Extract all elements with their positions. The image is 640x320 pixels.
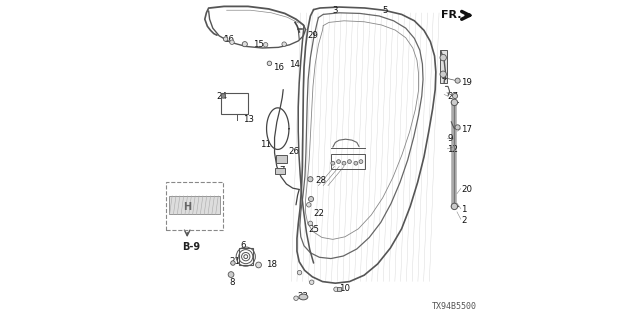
Circle shape — [455, 78, 460, 83]
Text: 17: 17 — [461, 125, 472, 134]
Text: 12: 12 — [447, 145, 458, 154]
Circle shape — [307, 203, 311, 207]
Circle shape — [231, 261, 236, 265]
Text: 6: 6 — [241, 241, 246, 250]
Bar — [337, 287, 341, 291]
Text: H: H — [183, 202, 191, 212]
Text: 24: 24 — [216, 92, 227, 101]
Circle shape — [310, 280, 314, 284]
Text: 26: 26 — [289, 147, 300, 156]
Circle shape — [451, 203, 458, 210]
Text: 8: 8 — [230, 278, 236, 287]
Text: B-9: B-9 — [182, 242, 200, 252]
Bar — [440, 50, 447, 83]
Circle shape — [256, 262, 262, 268]
Text: 4: 4 — [442, 73, 447, 82]
Text: 10: 10 — [339, 284, 349, 293]
Circle shape — [294, 296, 298, 300]
Text: 25: 25 — [309, 225, 320, 234]
Circle shape — [452, 93, 458, 99]
Text: 29: 29 — [308, 31, 319, 40]
Circle shape — [451, 99, 458, 106]
Bar — [221, 93, 248, 114]
Text: 21: 21 — [230, 257, 241, 266]
Circle shape — [331, 161, 335, 165]
Text: 16: 16 — [273, 63, 284, 72]
Circle shape — [243, 42, 248, 47]
Text: 14: 14 — [289, 60, 300, 69]
Text: 7: 7 — [279, 166, 285, 175]
Text: 13: 13 — [243, 115, 254, 124]
Circle shape — [308, 221, 312, 226]
Circle shape — [334, 287, 339, 292]
Bar — [166, 182, 223, 230]
Circle shape — [354, 161, 358, 165]
Text: 27: 27 — [447, 92, 458, 101]
Bar — [276, 155, 287, 163]
Text: 19: 19 — [461, 78, 472, 87]
Text: 23: 23 — [297, 292, 308, 301]
Circle shape — [342, 161, 346, 165]
Circle shape — [230, 40, 234, 44]
Text: FR.: FR. — [441, 10, 461, 20]
Text: 1: 1 — [461, 205, 467, 214]
Ellipse shape — [299, 294, 308, 300]
Text: 2: 2 — [461, 216, 467, 225]
Circle shape — [223, 37, 228, 41]
Text: 5: 5 — [383, 6, 388, 15]
Circle shape — [282, 42, 287, 46]
Bar — [275, 168, 285, 174]
Text: 15: 15 — [253, 40, 264, 49]
Circle shape — [308, 177, 313, 182]
Bar — [332, 154, 365, 169]
Circle shape — [268, 61, 272, 66]
Text: 3: 3 — [333, 6, 338, 15]
Circle shape — [440, 71, 447, 77]
Bar — [239, 248, 253, 265]
Text: 28: 28 — [315, 176, 326, 185]
Circle shape — [440, 54, 447, 61]
Circle shape — [264, 43, 268, 47]
Text: 22: 22 — [313, 209, 324, 218]
Circle shape — [348, 160, 351, 164]
Circle shape — [359, 160, 363, 164]
Text: 9: 9 — [447, 134, 452, 143]
Circle shape — [337, 160, 340, 164]
Text: 16: 16 — [223, 35, 234, 44]
Bar — [169, 196, 220, 214]
Text: TX94B5500: TX94B5500 — [432, 302, 477, 311]
Circle shape — [297, 270, 302, 275]
Circle shape — [308, 196, 314, 202]
Text: 20: 20 — [461, 185, 472, 194]
Circle shape — [221, 94, 226, 98]
Circle shape — [455, 125, 460, 130]
Text: 18: 18 — [266, 260, 277, 269]
Circle shape — [228, 272, 234, 277]
Text: 11: 11 — [260, 140, 271, 149]
